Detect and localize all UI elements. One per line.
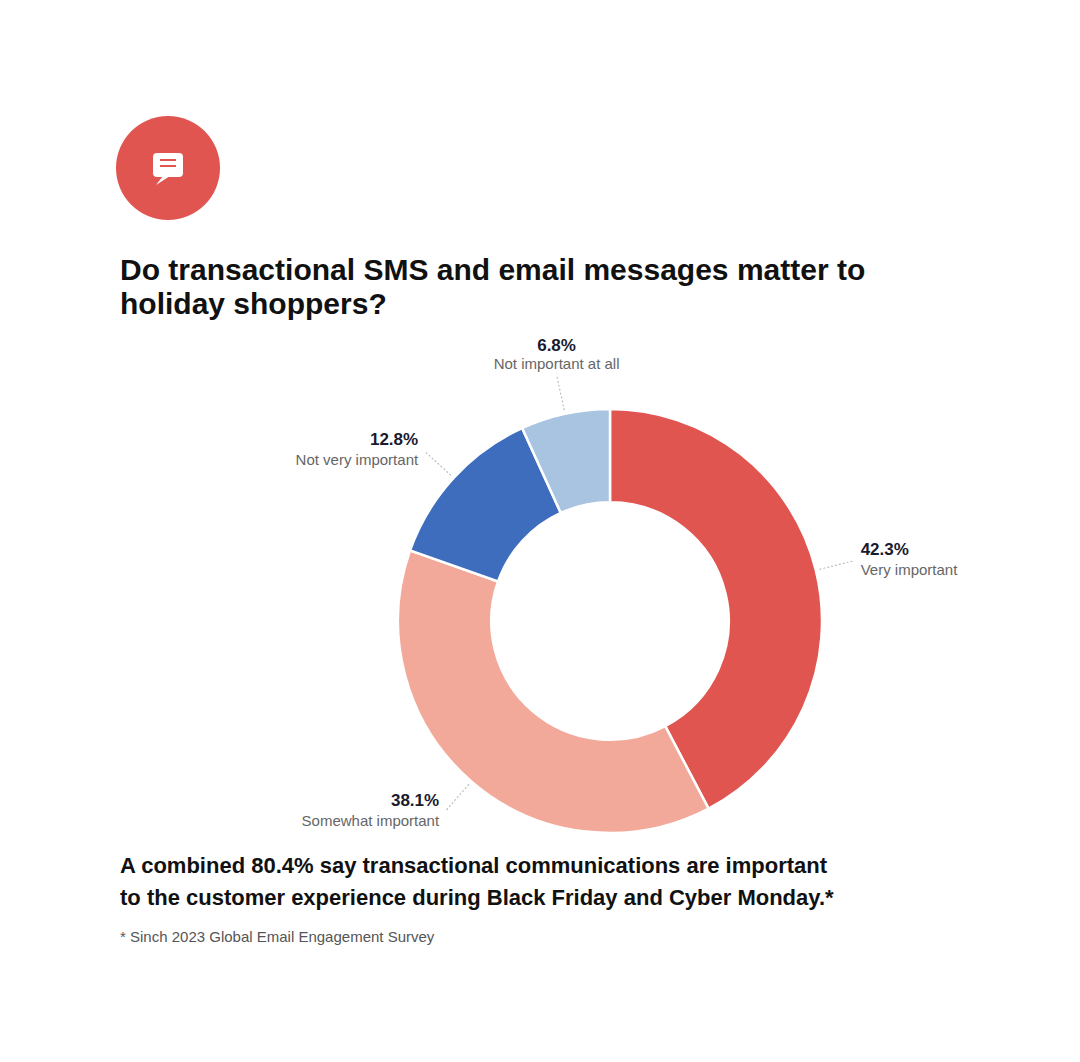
donut [398,409,822,833]
data-label: 42.3% [861,540,909,559]
icon-tail [156,176,170,185]
annotation: to the customer experience during Black … [120,885,834,910]
slice [398,550,709,833]
category-label: Not important at all [494,355,620,372]
icon [116,116,220,220]
icon-bubble [153,153,183,177]
leader-line [557,375,565,410]
icon-line [160,165,176,167]
leader-line [424,451,450,475]
data-label: 12.8% [370,430,418,449]
category-label: Very important [861,561,959,578]
slice [522,409,610,513]
data-label: 38.1% [391,791,439,810]
title: holiday shoppers? [120,287,387,320]
category-label: Not very important [296,451,419,468]
icon-circle [116,116,220,220]
annotation: A combined 80.4% say transactional commu… [120,853,828,878]
data-label: 6.8% [537,336,576,355]
footnote: * Sinch 2023 Global Email Engagement Sur… [120,928,435,945]
labels: 42.3% Very important 38.1% Somewhat importa… [296,336,959,829]
category-label: Somewhat important [302,812,440,829]
leader-line [820,561,855,570]
leader-line [445,785,468,812]
title: Do transactional SMS and email messages … [120,253,865,286]
chart: Do transactional SMS and email messages … [0,0,1080,1062]
icon-line [160,159,176,161]
